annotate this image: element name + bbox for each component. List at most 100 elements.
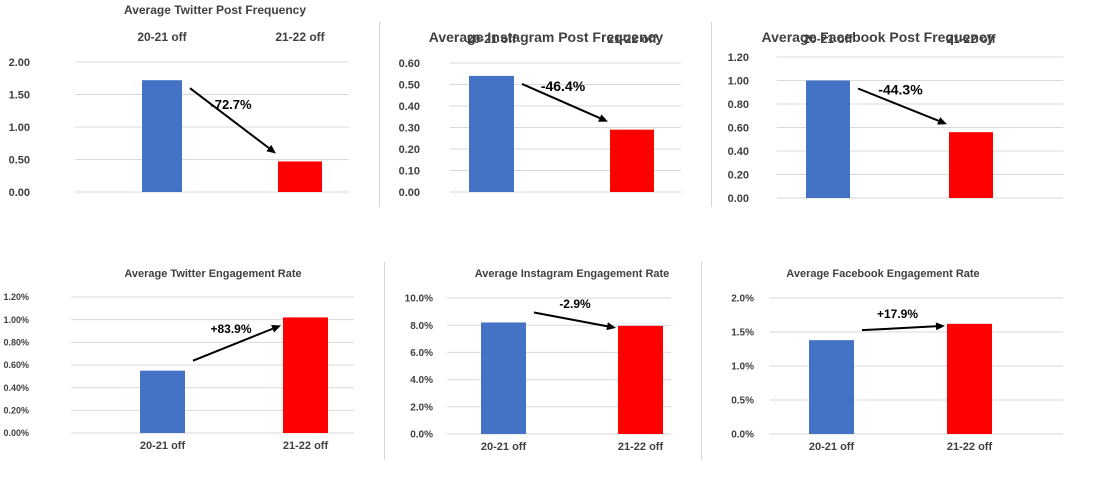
change-arrow — [189, 87, 270, 149]
bar-21-22 — [610, 129, 654, 192]
y-tick-label: 0.30 — [399, 122, 420, 134]
bar-20-21 — [140, 370, 185, 433]
x-category-label: 20-21 off — [467, 32, 517, 46]
y-tick-label: 0.60 — [728, 122, 749, 134]
change-annotation: -46.4% — [541, 78, 586, 94]
arrow-head — [935, 322, 945, 331]
y-tick-label: 6.0% — [410, 348, 433, 359]
chart-instagram-engagement-rate: Average Instagram Engagement Rate 0.0% 2.0… — [385, 240, 701, 489]
bar-20-21 — [806, 80, 850, 198]
arrow-head — [606, 322, 616, 331]
bar-21-22 — [618, 325, 663, 434]
y-tick-label: 1.00 — [9, 122, 30, 134]
chart-twitter-engagement-rate: Average Twitter Engagement Rate 0.00% 0.20… — [0, 240, 384, 489]
chart-facebook-post-frequency: Average Facebook Post Frequency 0.00 0.20 0… — [712, 0, 1093, 240]
chart-svg: Average Instagram Post Frequency 0.00 0.10… — [399, 29, 681, 199]
y-tick-label: 2.00 — [9, 57, 30, 69]
y-tick-label: 0.80% — [3, 338, 29, 348]
y-tick-label: 0.60% — [3, 360, 29, 370]
x-category-label: 21-22 off — [618, 441, 664, 453]
change-arrow — [857, 87, 940, 122]
chart-title: Average Twitter Post Frequency — [124, 3, 306, 17]
arrow-head — [266, 144, 276, 154]
y-tick-label: 8.0% — [410, 321, 433, 332]
panel-divider — [384, 262, 385, 460]
x-category-label: 21-22 off — [607, 32, 657, 46]
chart-svg: Average Twitter Post Frequency 0.00 0.50 1.… — [9, 3, 349, 199]
chart-title: Average Instagram Post Frequency — [429, 29, 664, 45]
x-category-label: 21-22 off — [283, 440, 329, 452]
arrow-head — [598, 114, 608, 122]
y-tick-label: 0.60 — [399, 58, 420, 70]
bar-20-21 — [481, 322, 526, 434]
arrow-head — [937, 117, 947, 125]
change-arrow — [192, 327, 274, 362]
y-tick-label: 1.50 — [9, 89, 30, 101]
x-category-label: 20-21 off — [809, 441, 855, 453]
chart-title: Average Facebook Post Frequency — [762, 29, 995, 45]
y-tick-label: 0.0% — [410, 430, 433, 441]
chart-twitter-post-frequency: Average Twitter Post Frequency 0.00 0.50 1.… — [0, 0, 379, 240]
arrow-head — [271, 325, 281, 333]
y-tick-label: 1.5% — [731, 328, 754, 339]
chart-instagram-post-frequency: Average Instagram Post Frequency 0.00 0.10… — [380, 0, 711, 240]
chart-title: Average Twitter Engagement Rate — [124, 268, 301, 280]
chart-svg: Average Twitter Engagement Rate 0.00% 0.20… — [3, 268, 354, 452]
y-tick-label: 1.20 — [728, 52, 749, 64]
change-arrow — [861, 325, 937, 332]
y-tick-label: 0.00% — [3, 428, 29, 438]
chart-svg: Average Facebook Engagement Rate 0.0% 0.5%… — [731, 268, 1063, 453]
y-tick-label: 4.0% — [410, 375, 433, 386]
y-tick-label: 0.80 — [728, 99, 749, 111]
chart-facebook-engagement-rate: Average Facebook Engagement Rate 0.0% 0.5%… — [702, 240, 1093, 489]
y-tick-label: 0.00 — [9, 187, 30, 199]
x-category-label: 20-21 off — [140, 440, 186, 452]
change-annotation: -72.7% — [210, 97, 252, 112]
x-category-label: 20-21 off — [481, 441, 527, 453]
x-category-label: 20-21 off — [803, 32, 853, 46]
bar-20-21 — [469, 75, 514, 192]
bar-20-21 — [809, 340, 854, 434]
bar-21-22 — [947, 323, 992, 434]
change-annotation: +17.9% — [877, 307, 918, 321]
y-tick-label: 0.20% — [3, 406, 29, 416]
y-tick-label: 0.40 — [399, 101, 420, 113]
chart-title: Average Instagram Engagement Rate — [475, 268, 670, 280]
bar-20-21 — [142, 80, 182, 192]
bar-21-22 — [283, 317, 328, 433]
y-tick-label: 0.00 — [399, 187, 420, 199]
x-category-label: 21-22 off — [946, 32, 996, 46]
y-tick-label: 0.5% — [731, 396, 754, 407]
change-annotation: -2.9% — [559, 297, 591, 311]
y-tick-label: 0.50 — [399, 79, 420, 91]
change-arrow — [533, 311, 608, 328]
y-tick-label: 2.0% — [410, 402, 433, 413]
y-tick-label: 0.00 — [728, 193, 749, 205]
x-category-label: 21-22 off — [947, 441, 993, 453]
y-tick-label: 1.0% — [731, 362, 754, 373]
chart-svg: Average Instagram Engagement Rate 0.0% 2.0… — [405, 268, 671, 453]
x-category-label: 20-21 off — [137, 30, 187, 44]
panel-divider — [701, 262, 702, 460]
y-tick-label: 0.50 — [9, 154, 30, 166]
chart-title: Average Facebook Engagement Rate — [786, 268, 979, 280]
panel-divider — [379, 22, 380, 207]
y-tick-label: 1.20% — [3, 292, 29, 302]
change-annotation: +83.9% — [210, 322, 251, 336]
y-tick-label: 0.20 — [728, 169, 749, 181]
y-tick-label: 0.20 — [399, 144, 420, 156]
y-tick-label: 0.10 — [399, 165, 420, 177]
y-tick-label: 0.40% — [3, 383, 29, 393]
panel-divider — [711, 22, 712, 207]
y-tick-label: 2.0% — [731, 294, 754, 305]
y-tick-label: 10.0% — [405, 294, 433, 305]
change-annotation: -44.3% — [878, 81, 923, 97]
y-tick-label: 1.00 — [728, 75, 749, 87]
y-tick-label: 0.0% — [731, 430, 754, 441]
x-category-label: 21-22 off — [275, 30, 325, 44]
y-tick-label: 1.00% — [3, 315, 29, 325]
change-arrow — [521, 82, 601, 119]
y-tick-label: 0.40 — [728, 146, 749, 158]
bar-21-22 — [278, 161, 322, 192]
bar-21-22 — [949, 132, 993, 198]
